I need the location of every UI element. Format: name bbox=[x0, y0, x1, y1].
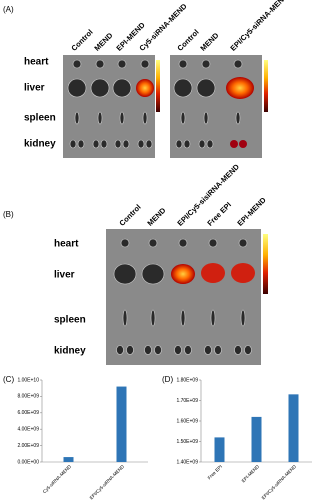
bar bbox=[214, 437, 225, 462]
column-label: Control bbox=[117, 203, 142, 228]
panel-label: (D) bbox=[162, 375, 173, 384]
x-tick-label: EPI/Cy5-siRNA-MEND bbox=[261, 464, 298, 500]
y-tick-label: 6.00E+09 bbox=[17, 410, 39, 416]
y-tick-label: 1.40E+09 bbox=[176, 459, 198, 465]
row-label: liver bbox=[24, 83, 45, 94]
y-tick-label: 8.00E+09 bbox=[17, 394, 39, 400]
y-tick-label: 2.00E+09 bbox=[17, 443, 39, 449]
column-label: MEND bbox=[92, 30, 114, 52]
x-tick-label: Free EPI bbox=[207, 464, 223, 480]
panel-label: (B) bbox=[3, 210, 14, 219]
column-label: Control bbox=[175, 28, 200, 53]
y-tick-label: 1.60E+09 bbox=[176, 418, 198, 424]
column-label: EPI-MEND bbox=[235, 195, 268, 228]
y-tick-label: 0.00E+00 bbox=[17, 459, 39, 465]
x-tick-label: EPI-MEND bbox=[241, 464, 261, 484]
column-label: Free EPI bbox=[205, 200, 233, 228]
bar bbox=[116, 386, 127, 462]
row-label: spleen bbox=[54, 315, 86, 326]
row-label: kidney bbox=[54, 346, 86, 357]
row-label: liver bbox=[54, 270, 75, 281]
panel-label: (A) bbox=[3, 5, 14, 14]
panel-b-image bbox=[106, 229, 268, 365]
bar bbox=[288, 394, 299, 462]
y-tick-label: 4.00E+09 bbox=[17, 427, 39, 433]
y-tick-label: 1.00E+10 bbox=[17, 377, 39, 383]
bar bbox=[251, 416, 262, 462]
y-tick-label: 1.50E+09 bbox=[176, 439, 198, 445]
row-label: spleen bbox=[24, 113, 56, 124]
row-label: heart bbox=[54, 239, 79, 250]
column-label: Control bbox=[69, 28, 94, 53]
bar bbox=[63, 457, 74, 462]
panel-label: (C) bbox=[3, 375, 14, 384]
y-tick-label: 1.70E+09 bbox=[176, 398, 198, 404]
y-tick-label: 1.80E+09 bbox=[176, 377, 198, 383]
column-label: MEND bbox=[145, 205, 167, 227]
column-label: EPI/Cy5-siRNA-MEND bbox=[228, 0, 290, 53]
row-label: heart bbox=[24, 57, 49, 68]
x-tick-label: EPI/Cy5-siRNA-MEND bbox=[89, 464, 126, 500]
row-label: kidney bbox=[24, 139, 56, 150]
x-tick-label: Cy5-siRNA-MEND bbox=[42, 464, 73, 495]
panel-a-image bbox=[63, 55, 268, 158]
column-label: MEND bbox=[198, 30, 220, 52]
